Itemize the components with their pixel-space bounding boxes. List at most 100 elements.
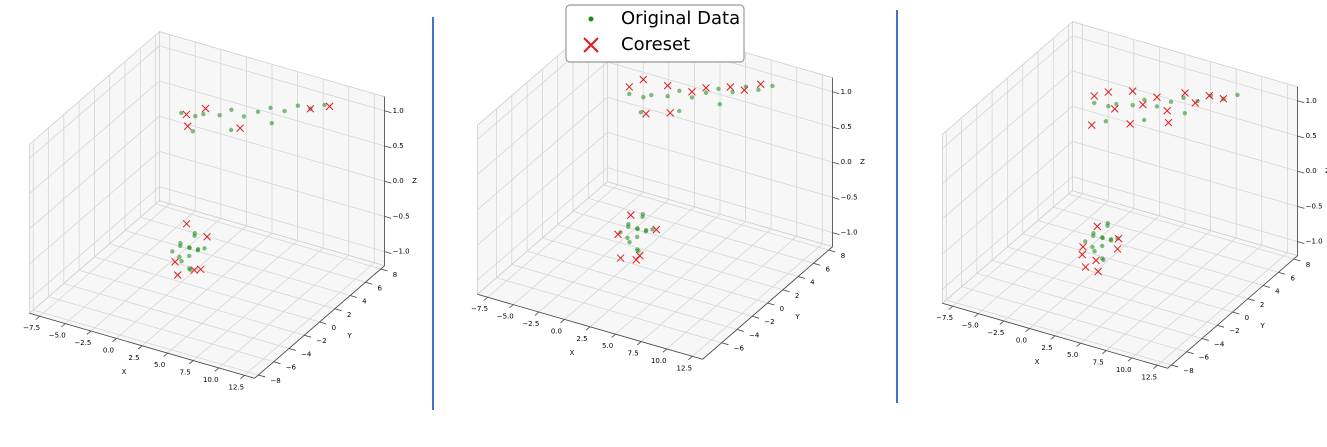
data-point [1105, 223, 1110, 229]
x-tick-label: 0.0 [1016, 336, 1027, 344]
z-tick-label: 0.5 [393, 142, 404, 150]
x-tick-label: 7.5 [180, 369, 191, 377]
data-point [195, 248, 201, 253]
marker-stroke [171, 258, 179, 266]
grid-line [477, 167, 608, 281]
grid-line [511, 264, 738, 330]
coreset-point [1113, 245, 1122, 253]
marker-stroke [1090, 92, 1099, 100]
marker-stroke [652, 225, 661, 234]
grid-line [607, 61, 833, 128]
grid-line [607, 167, 833, 234]
x-tick-label: −5.0 [497, 313, 514, 321]
marker-stroke [1114, 234, 1123, 243]
data-point [756, 87, 761, 92]
grid-line [1072, 70, 1298, 137]
y-axis-label: Y [346, 332, 352, 340]
coreset-point [1139, 100, 1147, 109]
y-axis-label: Y [1259, 322, 1265, 330]
tick-mark [1297, 241, 1305, 244]
x-axis-line [942, 302, 1168, 369]
tick-mark [258, 374, 266, 378]
marker-stroke [203, 232, 211, 241]
data-point [636, 248, 641, 254]
tick-mark [832, 161, 840, 165]
y-tick-label: −4 [1214, 340, 1225, 348]
x-axis-label: X [122, 368, 127, 376]
z-tick-label: 0.5 [1306, 132, 1317, 140]
y-tick-label: 4 [810, 279, 815, 287]
grid-line [29, 151, 160, 265]
tick-mark [483, 296, 488, 301]
coreset-point [1078, 250, 1087, 259]
data-point [1101, 257, 1106, 263]
coreset-point [1126, 120, 1134, 128]
grid-line [477, 61, 608, 175]
grid-line [557, 224, 783, 291]
tick-mark [736, 329, 744, 332]
coreset-point [632, 256, 641, 264]
marker-stroke [1110, 105, 1119, 113]
z-tick-label: 0.0 [393, 177, 404, 185]
marker-stroke [1205, 91, 1214, 100]
marker-stroke [642, 109, 650, 118]
tick-mark [384, 180, 392, 184]
z-tick-label: 0.5 [841, 123, 852, 131]
marker-stroke [1128, 87, 1137, 95]
y-tick-label: 4 [1275, 288, 1280, 296]
tick-mark [334, 308, 342, 312]
y-tick-label: −2 [1229, 327, 1239, 335]
tick-mark [828, 249, 836, 253]
marker-stroke [1078, 250, 1087, 259]
x-tick-label: 12.5 [677, 364, 693, 372]
tick-mark [1127, 357, 1133, 362]
x-tick-label: 2.5 [576, 335, 587, 343]
marker-stroke [740, 86, 749, 94]
coreset-point [1104, 88, 1113, 96]
tick-mark [384, 216, 392, 219]
tick-mark [384, 110, 392, 114]
grid-line [942, 70, 1073, 184]
grid-line [976, 273, 1203, 339]
tick-mark [1102, 350, 1107, 355]
marker-stroke [1104, 88, 1113, 96]
marker-stroke [236, 124, 244, 133]
x-tick-label: −7.5 [471, 305, 488, 313]
marker-stroke [583, 37, 599, 53]
tick-mark [832, 91, 840, 95]
y-axis-line [702, 246, 833, 360]
tick-mark [1278, 271, 1286, 275]
tick-mark [999, 320, 1005, 325]
data-point [689, 95, 695, 100]
grid-line [29, 115, 160, 230]
z-tick-label: −0.5 [393, 212, 410, 220]
x-tick-label: −2.5 [522, 320, 539, 328]
coreset-point [663, 81, 672, 90]
grid-line [946, 299, 1172, 366]
data-point [1235, 92, 1240, 98]
marker-stroke [183, 122, 192, 131]
coreset-point [1090, 92, 1099, 100]
x-tick-label: 12.5 [1142, 373, 1158, 381]
data-point [717, 102, 723, 107]
coreset-point [1181, 89, 1189, 97]
grid-line [607, 132, 833, 198]
grid-line [542, 237, 768, 304]
tick-mark [214, 367, 220, 372]
coreset-point [182, 110, 191, 119]
data-point [716, 86, 721, 92]
tick-mark [380, 268, 388, 272]
y-tick-label: 2 [795, 292, 799, 300]
tick-mark [304, 334, 312, 338]
data-point [1106, 103, 1111, 109]
grid-line [607, 96, 833, 163]
coreset-point [1128, 87, 1137, 95]
grid-line [992, 259, 1218, 326]
grid-line [527, 250, 753, 317]
data-point [1090, 244, 1095, 250]
coreset-point [201, 104, 210, 113]
data-point [1181, 95, 1186, 101]
grid-line [572, 211, 799, 277]
tick-mark [86, 330, 92, 335]
